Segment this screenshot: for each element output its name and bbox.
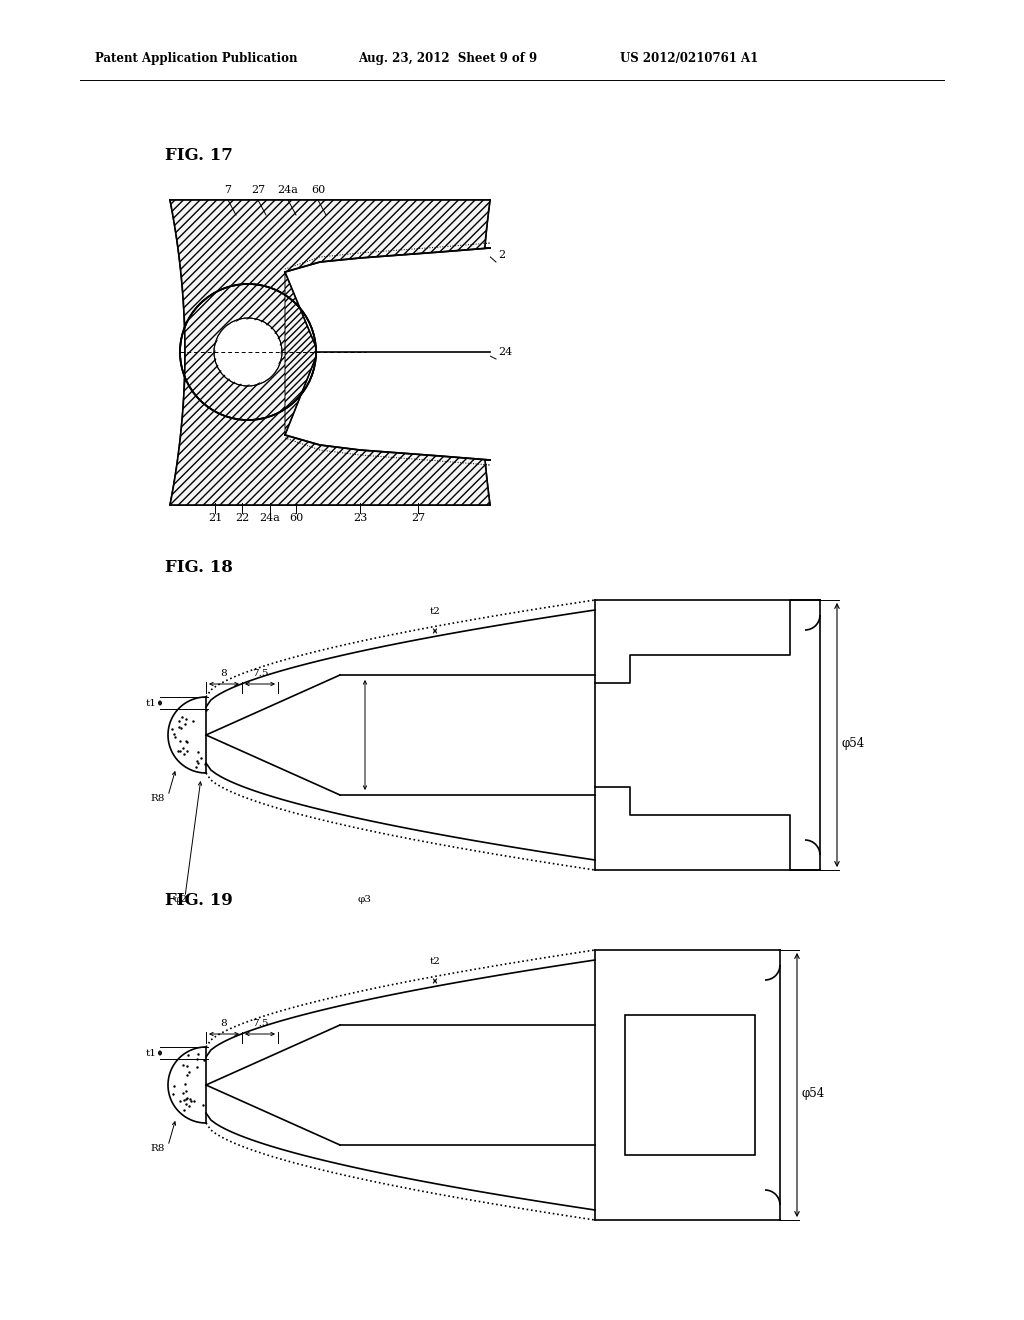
Polygon shape — [170, 201, 490, 506]
Text: t1: t1 — [146, 1048, 157, 1057]
Text: φ54: φ54 — [802, 1086, 825, 1100]
Text: 21: 21 — [208, 513, 222, 523]
Text: 7: 7 — [224, 185, 231, 195]
Text: t2: t2 — [429, 957, 440, 966]
Text: R8: R8 — [150, 1144, 165, 1152]
Text: 2: 2 — [498, 249, 505, 260]
Text: 60: 60 — [289, 513, 303, 523]
Text: 24a: 24a — [278, 185, 298, 195]
Text: 8: 8 — [221, 1019, 227, 1028]
Bar — [625, 1015, 755, 1155]
Text: Patent Application Publication: Patent Application Publication — [95, 51, 298, 65]
Text: φ2: φ2 — [173, 895, 187, 904]
Text: 24: 24 — [498, 347, 512, 356]
Circle shape — [215, 319, 281, 384]
Polygon shape — [285, 248, 490, 459]
Text: FIG. 19: FIG. 19 — [165, 892, 232, 909]
Text: 60: 60 — [311, 185, 326, 195]
Text: FIG. 17: FIG. 17 — [165, 147, 232, 164]
Text: R8: R8 — [150, 795, 165, 803]
Text: 27: 27 — [411, 513, 425, 523]
Text: t1: t1 — [146, 698, 157, 708]
Text: Aug. 23, 2012  Sheet 9 of 9: Aug. 23, 2012 Sheet 9 of 9 — [358, 51, 538, 65]
Polygon shape — [285, 272, 316, 436]
Text: 27: 27 — [251, 185, 265, 195]
Text: φ3: φ3 — [358, 895, 372, 904]
Text: t2: t2 — [429, 607, 440, 616]
Text: 7.5: 7.5 — [252, 669, 268, 678]
Text: 8: 8 — [221, 669, 227, 678]
Text: φ54: φ54 — [842, 737, 865, 750]
Text: 24a: 24a — [259, 513, 281, 523]
Text: US 2012/0210761 A1: US 2012/0210761 A1 — [620, 51, 758, 65]
Text: 23: 23 — [353, 513, 368, 523]
Text: FIG. 18: FIG. 18 — [165, 558, 232, 576]
Text: 22: 22 — [234, 513, 249, 523]
Text: 7.5: 7.5 — [252, 1019, 268, 1028]
